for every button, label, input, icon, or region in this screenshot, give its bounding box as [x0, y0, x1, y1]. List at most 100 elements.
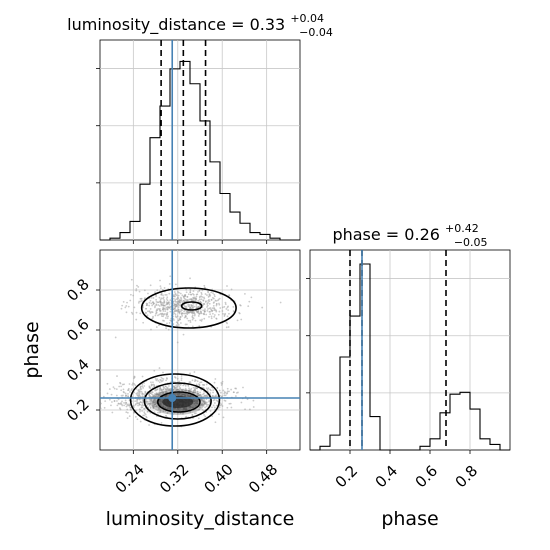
joint-sample-point — [213, 315, 216, 318]
joint-sample-point — [151, 304, 154, 307]
joint-sample-point — [173, 385, 176, 388]
joint-sample-point — [120, 385, 123, 388]
joint-sample-point — [239, 304, 242, 307]
joint-sample-point — [179, 387, 181, 390]
joint-sample-point — [220, 384, 223, 386]
joint-sample-point — [150, 383, 153, 386]
joint-sample-point — [156, 393, 159, 396]
joint-sample-point — [150, 311, 153, 313]
joint-sample-point — [158, 296, 161, 299]
joint-sample-point — [128, 415, 131, 418]
joint-sample-point — [197, 392, 200, 395]
joint-sample-point — [189, 298, 192, 301]
right-hist-xtick-label-3: 0.8 — [452, 462, 482, 492]
joint-sample-point — [176, 393, 179, 395]
joint-sample-point — [215, 303, 218, 305]
joint-sample-point — [150, 297, 153, 299]
joint-sample-point — [120, 394, 123, 397]
joint-sample-point — [138, 408, 141, 411]
joint-sample-point — [164, 293, 167, 296]
joint-sample-point — [226, 285, 228, 287]
joint-sample-point — [198, 289, 201, 292]
joint-sample-point — [205, 402, 208, 405]
joint-sample-point — [156, 289, 159, 292]
joint-sample-point — [160, 303, 163, 306]
joint-sample-point — [176, 315, 179, 318]
joint-sample-point — [194, 391, 197, 394]
joint-sample-point — [206, 395, 209, 398]
joint-sample-point — [153, 399, 156, 402]
joint-sample-point — [119, 408, 122, 411]
joint-sample-point — [200, 310, 202, 313]
joint-sample-point — [134, 403, 137, 406]
joint-sample-point — [223, 391, 226, 393]
joint-sample-point — [191, 299, 194, 302]
joint-sample-point — [195, 387, 197, 390]
joint-sample-point — [185, 323, 188, 326]
joint-contour-lower-2 — [156, 391, 201, 413]
joint-sample-point — [240, 318, 243, 321]
joint-sample-point — [183, 312, 186, 315]
joint-sample-point — [165, 391, 168, 394]
joint-sample-point — [155, 393, 158, 396]
joint-sample-point — [130, 311, 133, 314]
joint-sample-point — [195, 383, 198, 386]
joint-sample-point — [173, 312, 176, 315]
joint-sample-point — [175, 387, 177, 390]
joint-sample-point — [175, 384, 177, 387]
joint-sample-point — [167, 301, 170, 303]
joint-sample-point — [179, 315, 182, 318]
joint-sample-point — [118, 385, 121, 388]
right-hist-xtick-label-1: 0.4 — [372, 462, 402, 492]
joint-sample-point — [194, 378, 197, 381]
joint-sample-point — [161, 315, 163, 318]
joint-sample-point — [163, 387, 166, 389]
joint-sample-point — [213, 307, 216, 310]
joint-sample-point — [178, 383, 181, 386]
joint-sample-point — [139, 385, 142, 388]
joint-sample-point — [205, 405, 208, 408]
joint-sample-point — [189, 321, 192, 324]
joint-sample-point — [149, 312, 152, 314]
joint-sample-point — [152, 303, 155, 306]
joint-sample-point — [181, 300, 184, 303]
joint-sample-point — [203, 284, 206, 287]
joint-sample-point — [144, 413, 147, 416]
joint-sample-point — [151, 391, 154, 394]
joint-sample-point — [218, 406, 221, 409]
joint-sample-point — [166, 317, 169, 320]
joint-sample-point — [141, 375, 144, 378]
joint-sample-point — [187, 394, 189, 396]
joint-sample-point — [176, 322, 179, 325]
joint-sample-point — [185, 288, 188, 291]
joint-sample-point — [131, 383, 134, 386]
joint-sample-point — [242, 386, 244, 389]
joint-sample-point — [165, 327, 168, 330]
joint-sample-point — [191, 314, 194, 317]
joint-sample-point — [131, 382, 134, 385]
joint-sample-point — [143, 382, 145, 384]
joint-sample-point — [158, 381, 161, 384]
joint-sample-point — [127, 392, 129, 395]
top-hist-frame — [99, 39, 301, 241]
joint-sample-point — [149, 392, 152, 394]
joint-sample-point — [168, 385, 170, 387]
joint-sample-point — [185, 307, 188, 309]
joint-sample-point — [208, 310, 211, 313]
title-top-prefix: luminosity_distance = 0.33 — [67, 15, 285, 35]
joint-sample-point — [193, 314, 196, 317]
joint-sample-point — [155, 326, 158, 328]
joint-sample-point — [116, 400, 118, 402]
joint-sample-point — [178, 317, 181, 320]
phase-title: phase = 0.26 +0.42 −0.05 — [332, 217, 487, 249]
joint-sample-point — [148, 310, 151, 313]
joint-sample-point — [139, 410, 141, 413]
joint-sample-point — [136, 398, 139, 401]
joint-sample-point — [125, 403, 127, 405]
joint-sample-point — [218, 389, 221, 392]
joint-sample-point — [165, 379, 167, 382]
joint-sample-point — [261, 306, 264, 309]
joint-sample-point — [125, 411, 128, 414]
joint-sample-point — [135, 318, 138, 321]
joint-sample-point — [146, 402, 148, 405]
